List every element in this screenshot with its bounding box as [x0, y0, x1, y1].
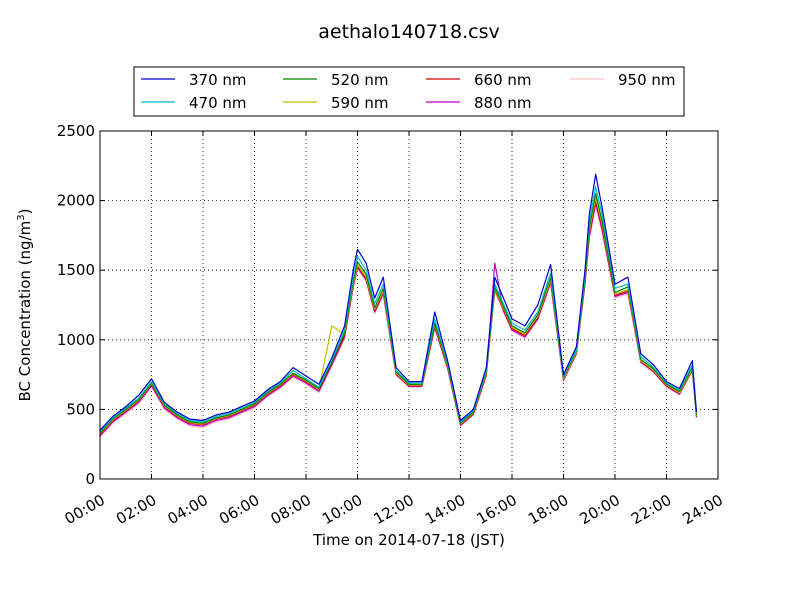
x-tick-label: 10:00: [319, 491, 365, 528]
legend-label: 660 nm: [474, 71, 532, 89]
x-tick-label: 14:00: [422, 491, 468, 528]
legend-label: 520 nm: [331, 71, 389, 89]
legend-label: 470 nm: [189, 94, 247, 112]
y-tick-label: 2500: [57, 122, 95, 140]
x-tick-label: 24:00: [680, 491, 726, 528]
x-axis: 00:00 02:00 04:00 06:00 08:00 10:00 12:00 14:00…: [62, 131, 726, 528]
legend: 370 nm 470 nm 520 nm 590 nm 660 nm 880 nm 950 …: [133, 66, 685, 117]
x-tick-label: 04:00: [165, 491, 211, 528]
x-tick-label: 08:00: [268, 491, 314, 528]
x-tick-label: 16:00: [474, 491, 520, 528]
x-tick-label: 06:00: [216, 491, 262, 528]
x-tick-label: 02:00: [113, 491, 159, 528]
y-tick-label: 1000: [57, 331, 95, 349]
y-tick-label: 1500: [57, 261, 95, 279]
y-tick-label: 0: [85, 470, 95, 488]
series-line-880-nm: [99, 202, 698, 437]
x-tick-label: 22:00: [628, 491, 674, 528]
x-tick-label: 00:00: [62, 491, 108, 528]
legend-box: [133, 66, 685, 117]
series-line-950-nm: [99, 205, 698, 438]
series-line-660-nm: [99, 200, 698, 435]
series-layer: [99, 173, 698, 438]
legend-label: 950 nm: [618, 71, 676, 89]
y-tick-label: 2000: [57, 192, 95, 210]
y-axis-label: BC Concentration (ng/m3): [16, 209, 34, 402]
x-tick-label: 18:00: [525, 491, 571, 528]
y-axis-label-main: BC Concentration (ng/m: [16, 221, 34, 402]
series-line-470-nm: [99, 186, 698, 433]
y-axis-label-sup: 3: [16, 214, 27, 220]
chart-title: aethalo140718.csv: [318, 21, 500, 43]
series-line-520-nm: [99, 193, 698, 434]
legend-label: 880 nm: [474, 94, 532, 112]
y-tick-label: 500: [66, 400, 95, 418]
legend-label: 370 nm: [189, 71, 247, 89]
x-axis-label: Time on 2014-07-18 (JST): [312, 531, 505, 549]
series-line-370-nm: [99, 173, 698, 431]
legend-label: 590 nm: [331, 94, 389, 112]
y-axis: 0 500 1000 1500 2000 2500: [57, 122, 718, 488]
y-axis-label-suffix: ): [16, 209, 34, 215]
x-tick-label: 12:00: [371, 491, 417, 528]
grid: [100, 131, 718, 479]
x-tick-label: 20:00: [577, 491, 623, 528]
